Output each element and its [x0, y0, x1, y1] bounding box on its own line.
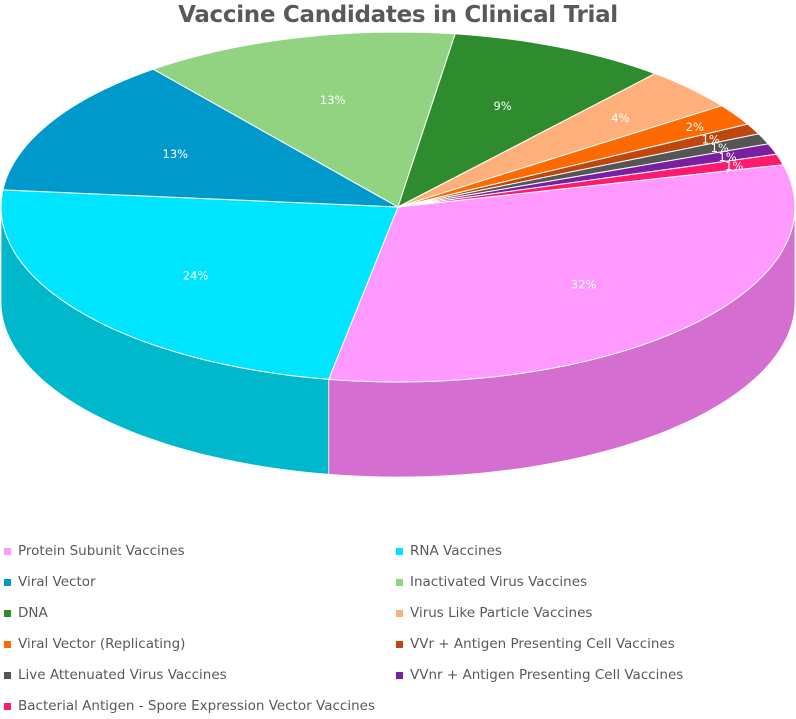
pie-slice-dna: [397, 33, 657, 209]
legend-item-vvr-antigen-presenting-cell-vaccines: VVr + Antigen Presenting Cell Vaccines: [396, 633, 675, 655]
data-label-inactivated-virus-vaccines: 13%: [320, 93, 346, 107]
pie-slice-virus-like-particle-vaccines: [397, 73, 723, 208]
pie-slice-bacterial-antigen-spore-expression-vector-vaccines: [397, 153, 785, 208]
legend-swatch: [396, 578, 403, 586]
legend-item-viral-vector-replicating: Viral Vector (Replicating): [4, 633, 185, 655]
legend-item-rna-vaccines: RNA Vaccines: [396, 540, 502, 562]
legend-label: Protein Subunit Vaccines: [18, 543, 185, 559]
legend-swatch: [4, 640, 11, 648]
legend-item-virus-like-particle-vaccines: Virus Like Particle Vaccines: [396, 602, 592, 624]
legend-label: Viral Vector (Replicating): [18, 636, 186, 652]
data-label-virus-like-particle-vaccines: 4%: [611, 111, 629, 125]
data-label-viral-vector-replicating: 2%: [686, 120, 704, 134]
data-label-vvr-antigen-presenting-cell-vaccines: 1%: [702, 132, 720, 146]
data-label-rna-vaccines: 24%: [183, 269, 209, 283]
data-label-vvnr-antigen-presenting-cell-vaccines: 1%: [718, 150, 736, 164]
legend-swatch: [4, 609, 11, 617]
legend-label: RNA Vaccines: [410, 543, 502, 559]
legend-label: VVnr + Antigen Presenting Cell Vaccines: [410, 667, 684, 683]
legend-swatch: [396, 609, 403, 617]
legend-swatch: [4, 578, 11, 586]
legend-item-live-attenuated-virus-vaccines: Live Attenuated Virus Vaccines: [4, 664, 227, 686]
legend-label: Live Attenuated Virus Vaccines: [18, 667, 227, 683]
legend-label: Viral Vector: [18, 574, 96, 590]
legend-item-bacterial-antigen-spore-expression-vector-vaccines: Bacterial Antigen - Spore Expression Vec…: [4, 695, 375, 717]
pie-slice-inactivated-virus-vaccines: [152, 31, 456, 208]
legend-swatch: [396, 547, 403, 555]
legend-label: Virus Like Particle Vaccines: [410, 605, 593, 621]
legend-item-dna: DNA: [4, 602, 48, 624]
chart-title: Vaccine Candidates in Clinical Trial: [178, 2, 618, 28]
legend-item-inactivated-virus-vaccines: Inactivated Virus Vaccines: [396, 571, 587, 593]
pie-chart: 32%24%13%13% 9%4%2%1%1%1%1%: [0, 31, 796, 478]
legend-label: Inactivated Virus Vaccines: [410, 574, 588, 590]
data-label-viral-vector: 13%: [163, 147, 189, 161]
pie-slice-rna-vaccines: [0, 189, 399, 380]
pie-slice-viral-vector: [2, 68, 399, 208]
legend-item-protein-subunit-vaccines: Protein Subunit Vaccines: [4, 540, 185, 562]
legend-label: DNA: [18, 605, 48, 621]
legend-swatch: [4, 671, 11, 679]
legend-swatch: [396, 671, 403, 679]
legend-label: Bacterial Antigen - Spore Expression Vec…: [18, 698, 375, 714]
legend-swatch: [4, 702, 11, 710]
data-label-dna: 9%: [493, 99, 511, 113]
legend-label: VVr + Antigen Presenting Cell Vaccines: [410, 636, 675, 652]
data-label-protein-subunit-vaccines: 32%: [571, 277, 597, 291]
data-label-bacterial-antigen-spore-expression-vector-vaccines: 1%: [725, 159, 743, 173]
legend-item-viral-vector: Viral Vector: [4, 571, 96, 593]
legend-swatch: [4, 547, 11, 555]
legend-swatch: [396, 640, 403, 648]
pie-slice-protein-subunit-vaccines: [327, 164, 796, 383]
legend-item-vvnr-antigen-presenting-cell-vaccines: VVnr + Antigen Presenting Cell Vaccines: [396, 664, 683, 686]
data-label-live-attenuated-virus-vaccines: 1%: [711, 141, 729, 155]
